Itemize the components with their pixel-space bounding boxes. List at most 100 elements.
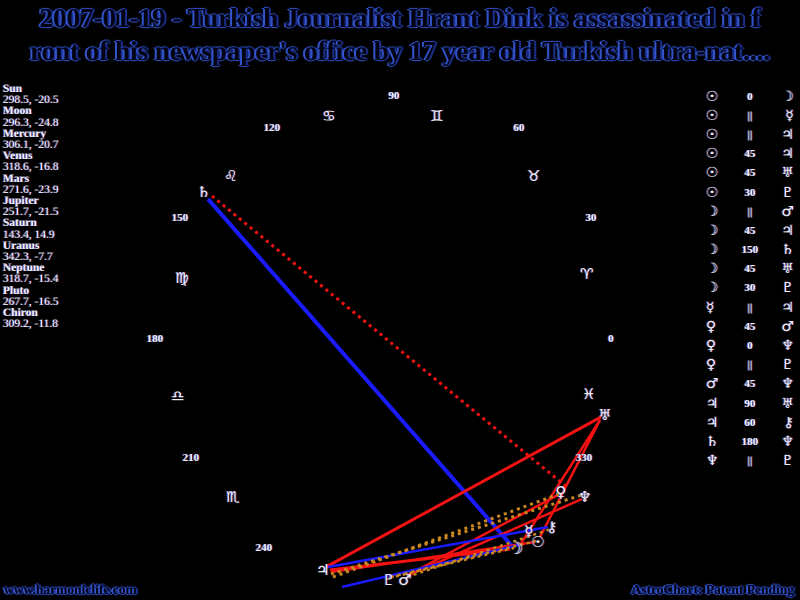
- mercury-glyph-icon: ☿: [785, 107, 794, 124]
- planet-coordinates-mercury: 306.1, -20.7: [3, 139, 59, 152]
- aspect-row-moon-45-jupiter: ☽ 45 ♃: [706, 221, 794, 240]
- aspect-value: ||: [747, 301, 753, 314]
- uranus-glyph-icon: ♅: [781, 395, 794, 412]
- jupiter-glyph-icon: ♃: [781, 222, 794, 239]
- aspect-line-mars-moon: [341, 543, 520, 589]
- pisces-sign-icon: ♓: [582, 385, 596, 403]
- aspect-list-panel: ☉ 0 ☽ ☉ || ☿ ☉ || ♃ ☉ 45 ♃ ☉ 45 ♅ ☉ 30 ♇ ☽ || ♂ ☽ 45 ♃ ☽ 150 ♄ ☽ 45 ♅…: [706, 87, 794, 471]
- degree-label-60: 60: [513, 122, 525, 134]
- planet-name-pluto: Pluto: [3, 284, 30, 297]
- mars-glyph-icon: ♂: [781, 203, 794, 220]
- degree-label-240: 240: [255, 542, 273, 554]
- degree-label-30: 30: [585, 212, 597, 224]
- aspect-row-sun-parallel-mercury: ☉ || ☿: [706, 106, 794, 125]
- aspect-row-saturn-180-neptune: ♄ 180 ♆: [706, 432, 794, 451]
- degree-label-180: 180: [146, 333, 164, 345]
- sun-glyph-icon: ☉: [706, 146, 719, 163]
- aspect-row-sun-0-moon: ☉ 0 ☽: [706, 87, 794, 106]
- aspect-row-mercury-parallel-jupiter: ☿ || ♃: [706, 298, 794, 317]
- aspect-line-uranus-moon: [518, 419, 602, 546]
- venus-glyph-icon: ♀: [706, 357, 717, 374]
- planet-name-moon: Moon: [3, 105, 32, 118]
- aspect-row-mars-45-neptune: ♂ 45 ♆: [706, 375, 794, 394]
- saturn-glyph-icon: ♄: [197, 183, 211, 201]
- jupiter-glyph-icon: ♃: [706, 414, 719, 431]
- planet-name-chiron: Chiron: [3, 307, 38, 320]
- sun-glyph-icon: ☉: [531, 533, 545, 551]
- planet-name-uranus: Uranus: [3, 239, 40, 252]
- moon-glyph-icon: ☽: [706, 280, 719, 297]
- sun-glyph-icon: ☉: [706, 107, 719, 124]
- pluto-glyph-icon: ♇: [781, 280, 794, 297]
- moon-glyph-icon: ☽: [706, 222, 719, 239]
- uranus-glyph-icon: ♅: [781, 261, 794, 278]
- aspect-row-moon-45-uranus: ☽ 45 ♅: [706, 260, 794, 279]
- planet-name-jupiter: Jupiter: [3, 195, 39, 208]
- aspect-value: ||: [747, 205, 753, 218]
- aspect-row-neptune-parallel-pluto: ♆ || ♇: [706, 452, 794, 471]
- sun-glyph-icon: ☉: [706, 126, 719, 143]
- aspect-row-sun-45-jupiter: ☉ 45 ♃: [706, 145, 794, 164]
- venus-glyph-icon: ♀: [555, 483, 567, 501]
- aspect-value: 45: [744, 378, 756, 391]
- aspect-line-jupiter-sun: [330, 540, 536, 574]
- jupiter-glyph-icon: ♃: [781, 299, 794, 316]
- aspect-line-saturn-neptune: [211, 194, 569, 490]
- planet-coordinates-pluto: 267.7, -16.5: [3, 295, 59, 308]
- neptune-glyph-icon: ♆: [578, 488, 592, 506]
- sun-glyph-icon: ☉: [706, 184, 719, 201]
- aspect-row-moon-30-pluto: ☽ 30 ♇: [706, 279, 794, 298]
- aspect-row-venus-0-neptune: ♀ 0 ♆: [706, 336, 794, 355]
- uranus-glyph-icon: ♅: [598, 406, 612, 424]
- chiron-glyph-icon: ⚷: [546, 518, 558, 536]
- chiron-glyph-icon: ⚷: [783, 414, 794, 431]
- sun-glyph-icon: ☉: [706, 165, 719, 182]
- astrochart-watermark: AstroChart: Patent Pending: [631, 582, 795, 597]
- aspect-value: 150: [741, 244, 759, 257]
- aspect-value: 0: [747, 340, 753, 353]
- aspect-value: 45: [744, 263, 756, 276]
- neptune-glyph-icon: ♆: [781, 433, 794, 450]
- planet-name-saturn: Saturn: [3, 217, 37, 230]
- aspect-line-jupiter-chiron: [327, 525, 549, 569]
- mars-glyph-icon: ♂: [398, 571, 412, 589]
- aspect-value: 90: [744, 397, 756, 410]
- aspect-row-sun-45-uranus: ☉ 45 ♅: [706, 164, 794, 183]
- jupiter-glyph-icon: ♃: [316, 561, 330, 579]
- planet-coordinates-neptune: 318.7, -15.4: [3, 273, 59, 286]
- aspect-row-sun-parallel-jupiter: ☉ || ♃: [706, 125, 794, 144]
- aspect-value: ||: [747, 109, 753, 122]
- cancer-sign-icon: ♋: [322, 107, 336, 125]
- venus-glyph-icon: ♀: [706, 318, 717, 335]
- aspect-line-pluto-moon: [388, 546, 515, 580]
- aspect-line-uranus-sun: [538, 419, 602, 538]
- aspect-value: 0: [747, 90, 753, 103]
- neptune-glyph-icon: ♆: [781, 376, 794, 393]
- planet-coordinates-uranus: 342.3, -7.7: [3, 251, 53, 264]
- planet-name-neptune: Neptune: [3, 262, 45, 275]
- pluto-glyph-icon: ♇: [781, 453, 794, 470]
- scorpio-sign-icon: ♏: [226, 488, 240, 506]
- aspect-row-moon-150-saturn: ☽ 150 ♄: [706, 241, 794, 260]
- saturn-glyph-icon: ♄: [781, 242, 794, 259]
- jupiter-glyph-icon: ♃: [781, 146, 794, 163]
- degree-label-210: 210: [182, 452, 200, 464]
- aspect-value: 45: [744, 320, 756, 333]
- moon-glyph-icon: ☽: [508, 539, 524, 559]
- jupiter-glyph-icon: ♃: [706, 395, 719, 412]
- aspect-line-jupiter-uranus: [325, 415, 602, 569]
- planet-coordinates-saturn: 143.4, 14.9: [3, 228, 55, 241]
- aspect-row-jupiter-60-chiron: ♃ 60 ⚷: [706, 413, 794, 432]
- aspect-row-sun-30-pluto: ☉ 30 ♇: [706, 183, 794, 202]
- planet-coordinates-sun: 298.5, -20.5: [3, 94, 59, 107]
- saturn-glyph-icon: ♄: [706, 433, 719, 450]
- degree-label-90: 90: [388, 90, 400, 102]
- aspect-value: 45: [744, 148, 756, 161]
- taurus-sign-icon: ♉: [527, 167, 541, 185]
- uranus-glyph-icon: ♅: [781, 165, 794, 182]
- virgo-sign-icon: ♍: [175, 269, 189, 287]
- chart-title: 2007-01-19 - Turkish Journalist Hrant Di…: [0, 2, 800, 68]
- aries-sign-icon: ♈: [580, 265, 594, 283]
- chart-title-line1: 2007-01-19 - Turkish Journalist Hrant Di…: [39, 3, 761, 33]
